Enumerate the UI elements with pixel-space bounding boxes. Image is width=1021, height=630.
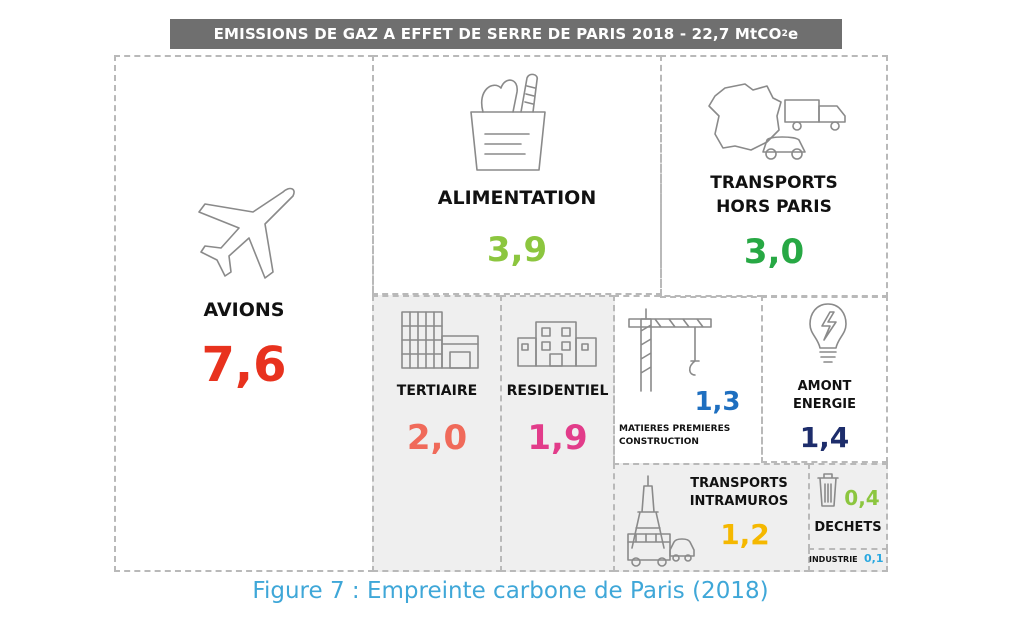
lightbulb-icon: [806, 300, 850, 372]
transports-intramuros-label-1: TRANSPORTS: [690, 476, 788, 491]
transports-hors-paris-label-2: HORS PARIS: [716, 197, 832, 217]
avions-label: AVIONS: [203, 299, 285, 321]
matieres-label-1: MATIERES PREMIERES: [619, 424, 731, 434]
transports-hors-paris-label-1: TRANSPORTS: [710, 173, 838, 193]
office-building-icon: [398, 308, 482, 374]
amont-energie-label-2: ENERGIE: [792, 397, 857, 412]
eiffel-tower-bus-icon: [624, 472, 698, 572]
tertiaire-label: TERTIAIRE: [396, 383, 478, 399]
title-banner: EMISSIONS DE GAZ A EFFET DE SERRE DE PAR…: [170, 19, 842, 49]
matieres-label-2: CONSTRUCTION: [619, 437, 699, 447]
trash-bin-icon: [814, 470, 842, 514]
industrie-label: INDUSTRIE: [809, 555, 858, 564]
avions-value: 7,6: [201, 337, 287, 393]
apartment-building-icon: [514, 318, 600, 372]
title-main: EMISSIONS DE GAZ A EFFET DE SERRE DE PAR…: [213, 25, 782, 43]
alimentation-label: ALIMENTATION: [437, 187, 597, 209]
amont-energie-value: 1,4: [799, 421, 850, 454]
figure-caption: Figure 7 : Empreinte carbone de Paris (2…: [252, 578, 769, 604]
alimentation-value: 3,9: [486, 230, 548, 270]
tile-amont-energie: [761, 295, 888, 463]
transports-intramuros-label-2: INTRAMUROS: [689, 494, 789, 509]
industrie-value: 0,1: [864, 552, 884, 565]
crane-icon: [625, 305, 715, 399]
dechets-value: 0,4: [844, 486, 880, 510]
amont-energie-label-1: AMONT: [797, 379, 852, 394]
residentiel-value: 1,9: [527, 418, 588, 458]
tertiaire-value: 2,0: [406, 418, 468, 458]
residentiel-label: RESIDENTIEL: [506, 383, 609, 399]
transports-hors-paris-value: 3,0: [743, 232, 805, 272]
title-end: e: [788, 25, 799, 43]
tile-transports-hors-paris: [660, 55, 888, 298]
matieres-value: 1,3: [694, 387, 741, 417]
dechets-label: DECHETS: [814, 520, 882, 535]
france-truck-car-icon: [705, 80, 855, 169]
grocery-bag-icon: [463, 70, 553, 179]
tile-tertiaire: [372, 295, 502, 572]
transports-intramuros-value: 1,2: [720, 518, 770, 551]
tile-industrie: [808, 548, 888, 572]
airplane-icon: [185, 180, 305, 294]
title-sub: 2: [781, 29, 789, 39]
